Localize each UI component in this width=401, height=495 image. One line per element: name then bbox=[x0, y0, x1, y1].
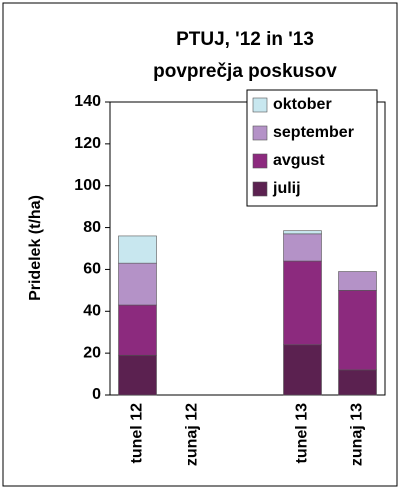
bar-segment bbox=[283, 260, 322, 346]
y-tick-label: 0 bbox=[92, 386, 101, 403]
bar-segment bbox=[338, 369, 377, 396]
legend-swatch bbox=[252, 97, 268, 113]
chart-title: PTUJ, '12 in '13 bbox=[176, 29, 314, 50]
bar-segment bbox=[338, 271, 377, 291]
bar-segment bbox=[283, 233, 322, 262]
bar-segment bbox=[118, 235, 157, 264]
legend-swatch bbox=[252, 181, 268, 197]
x-tick-label: zunaj 13 bbox=[349, 403, 366, 466]
y-tick-label: 140 bbox=[74, 93, 101, 110]
legend-label: oktober bbox=[273, 96, 332, 113]
legend bbox=[246, 89, 378, 207]
bar-segment bbox=[338, 290, 377, 371]
bar-segment bbox=[283, 344, 322, 396]
x-tick-label: tunel 12 bbox=[129, 403, 146, 464]
legend-label: julij bbox=[272, 180, 301, 197]
legend-swatch bbox=[252, 153, 268, 169]
legend-swatch bbox=[252, 125, 268, 141]
chart-subtitle: povprečja poskusov bbox=[153, 61, 337, 82]
bar-segment bbox=[283, 230, 322, 235]
y-tick-label: 40 bbox=[83, 303, 101, 320]
y-tick-label: 80 bbox=[83, 219, 101, 236]
x-tick-label: tunel 13 bbox=[294, 403, 311, 464]
y-tick-label: 60 bbox=[83, 261, 101, 278]
x-tick-label: zunaj 12 bbox=[184, 403, 201, 466]
legend-label: avgust bbox=[273, 152, 325, 169]
y-tick-label: 120 bbox=[74, 135, 101, 152]
bar-segment bbox=[118, 354, 157, 396]
frame bbox=[2, 2, 398, 487]
y-axis-label: Pridelek (t/ha) bbox=[27, 195, 44, 301]
y-tick-label: 20 bbox=[83, 344, 101, 361]
bar-segment bbox=[118, 304, 157, 356]
legend-label: september bbox=[273, 124, 354, 141]
y-tick-label: 100 bbox=[74, 177, 101, 194]
bar-segment bbox=[118, 262, 157, 306]
